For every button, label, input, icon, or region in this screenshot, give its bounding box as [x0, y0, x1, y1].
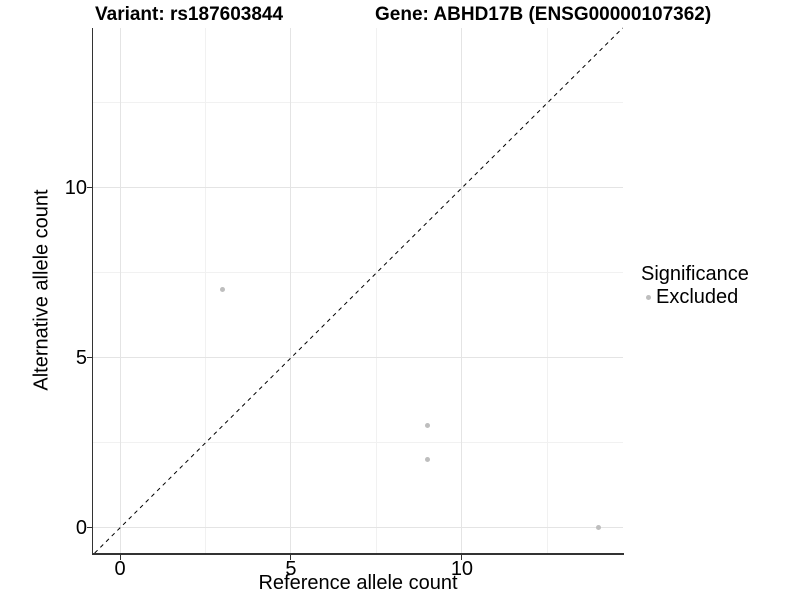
minor-gridline-horizontal	[93, 442, 623, 444]
minor-gridline-horizontal	[93, 272, 623, 274]
x-tick-label: 5	[285, 558, 297, 580]
minor-gridline-horizontal	[93, 102, 623, 104]
y-tick-mark	[86, 357, 92, 359]
y-tick-mark	[86, 187, 92, 189]
legend-key-dot	[641, 290, 656, 305]
plot-panel	[93, 27, 624, 554]
minor-gridline-vertical	[546, 28, 548, 553]
plot-title-variant: Variant: rs187603844	[95, 4, 284, 25]
legend: Significance Excluded	[641, 263, 749, 309]
x-tick-mark	[461, 554, 463, 560]
minor-gridline-vertical	[375, 28, 377, 553]
data-point	[596, 525, 602, 531]
major-gridline-vertical	[461, 28, 463, 553]
excluded-point-swatch	[646, 295, 651, 300]
major-gridline-horizontal	[93, 187, 623, 189]
x-tick-label: 0	[114, 558, 126, 580]
legend-item-excluded: Excluded	[641, 286, 749, 309]
x-axis-title: Reference allele count	[258, 572, 458, 594]
major-gridline-horizontal	[93, 357, 623, 359]
y-axis-line	[91, 28, 93, 555]
major-gridline-vertical	[290, 28, 292, 553]
plot-title-gene: Gene: ABHD17B (ENSG00000107362)	[375, 4, 712, 25]
identity-reference-line	[94, 27, 624, 554]
y-tick-mark	[86, 527, 92, 529]
major-gridline-vertical	[119, 28, 121, 553]
x-tick-mark	[290, 554, 292, 560]
x-tick-mark	[119, 554, 121, 560]
y-axis-title: Alternative allele count	[30, 189, 53, 391]
x-axis-line	[91, 553, 624, 555]
legend-item-label: Excluded	[656, 286, 739, 308]
y-tick-label: 0	[75, 516, 87, 539]
y-tick-label: 5	[75, 346, 87, 369]
legend-title: Significance	[641, 263, 749, 285]
major-gridline-horizontal	[93, 527, 623, 529]
data-point	[220, 287, 226, 293]
data-point	[425, 423, 431, 429]
x-tick-label: 10	[450, 558, 474, 580]
minor-gridline-vertical	[204, 28, 206, 553]
data-point	[425, 457, 431, 463]
y-tick-label: 10	[64, 176, 87, 199]
